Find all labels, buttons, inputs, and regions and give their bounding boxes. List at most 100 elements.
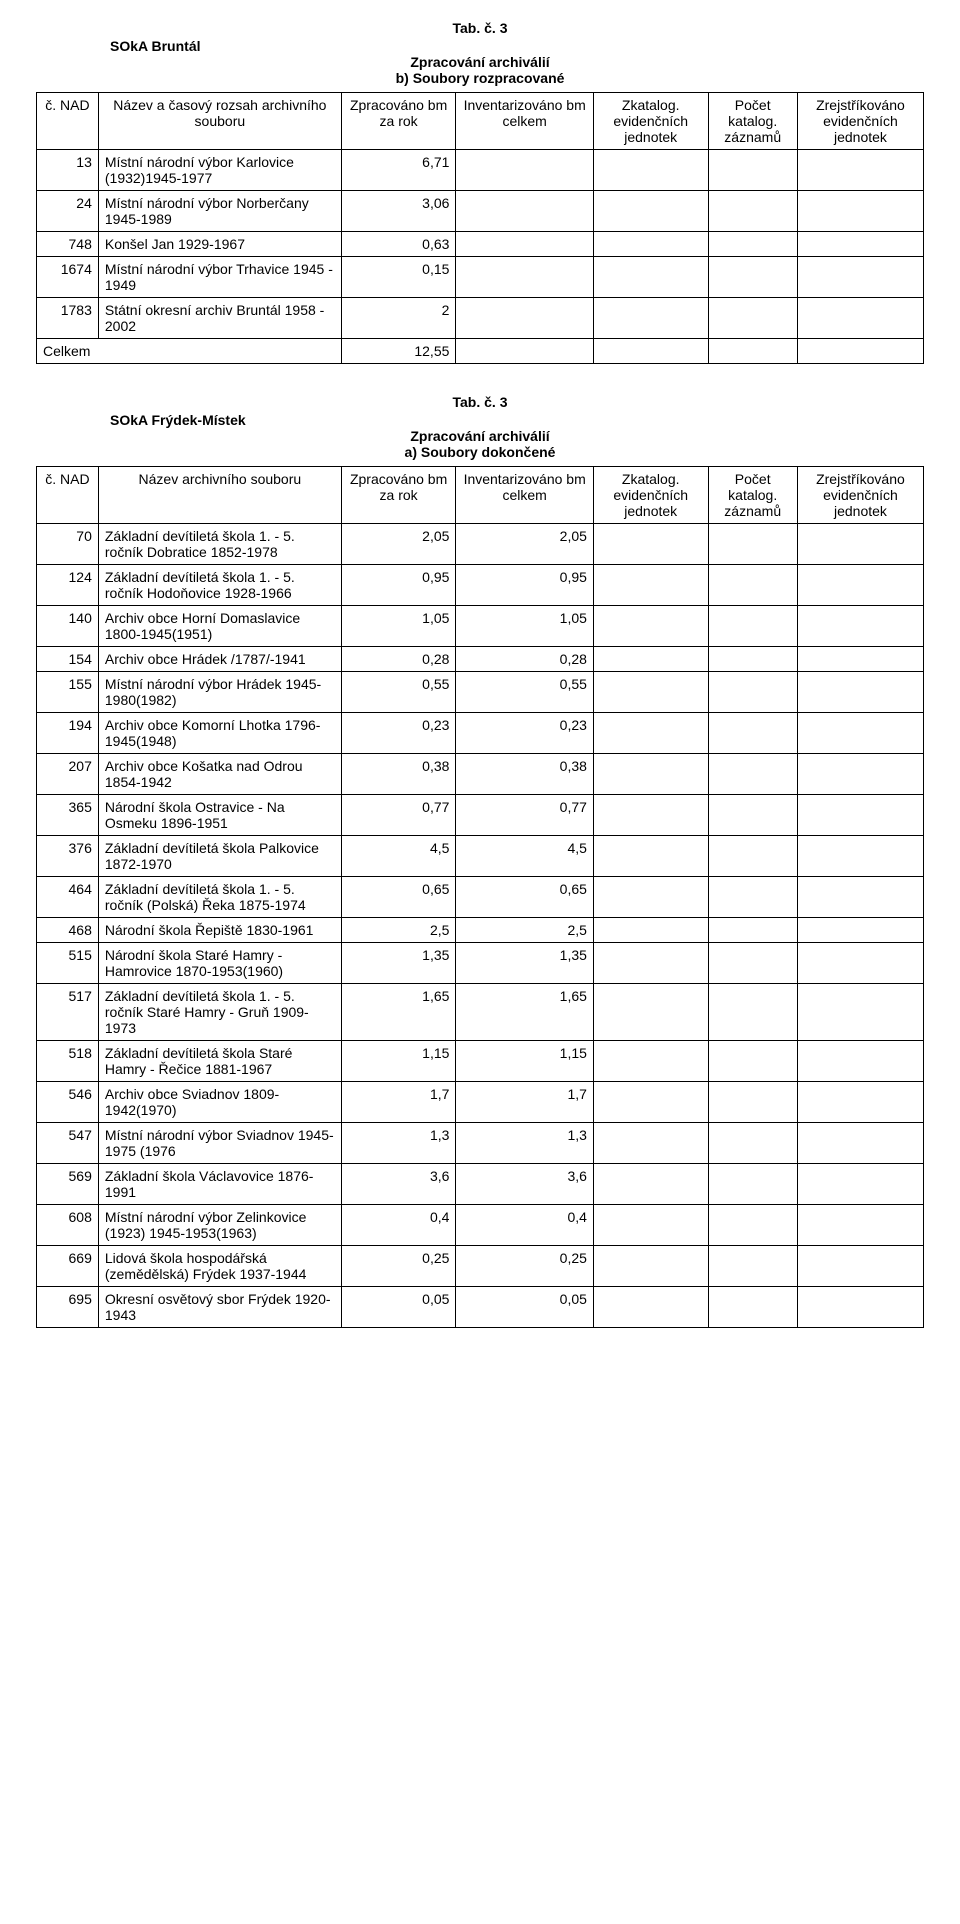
cell-inv: 0,25 <box>456 1246 594 1287</box>
cell-proc: 1,7 <box>341 1082 456 1123</box>
cell-zrej <box>797 150 923 191</box>
cell-name: Místní národní výbor Hrádek 1945-1980(19… <box>98 672 341 713</box>
cell-proc: 1,05 <box>341 606 456 647</box>
cell-inv: 0,28 <box>456 647 594 672</box>
cell-idx: 517 <box>37 984 99 1041</box>
cell-zrej <box>797 713 923 754</box>
cell-idx: 124 <box>37 565 99 606</box>
cell-idx: 515 <box>37 943 99 984</box>
cell-inv: 1,05 <box>456 606 594 647</box>
cell-zrej <box>797 984 923 1041</box>
table1-header: Tab. č. 3 SOkA Bruntál Zpracování archiv… <box>36 20 924 86</box>
cell-zkat <box>593 565 708 606</box>
table-row: 13Místní národní výbor Karlovice (1932)1… <box>37 150 924 191</box>
cell-zrej <box>797 191 923 232</box>
cell-idx: 24 <box>37 191 99 232</box>
cell-pocet <box>708 298 797 339</box>
table2-header: Tab. č. 3 SOkA Frýdek-Místek Zpracování … <box>36 394 924 460</box>
table-row: 124Základní devítiletá škola 1. - 5. roč… <box>37 565 924 606</box>
cell-pocet <box>708 1123 797 1164</box>
table-row: 515Národní škola Staré Hamry - Hamrovice… <box>37 943 924 984</box>
table-row: 1783Státní okresní archiv Bruntál 1958 -… <box>37 298 924 339</box>
cell-zkat <box>593 1246 708 1287</box>
cell-zrej <box>797 647 923 672</box>
cell-name: Archiv obce Hrádek /1787/-1941 <box>98 647 341 672</box>
cell-proc: 0,65 <box>341 877 456 918</box>
cell-idx: 154 <box>37 647 99 672</box>
cell-zkat <box>593 672 708 713</box>
table-row: 547Místní národní výbor Sviadnov 1945-19… <box>37 1123 924 1164</box>
cell-zrej <box>797 918 923 943</box>
cell-zkat <box>593 524 708 565</box>
table1-total-empty <box>708 339 797 364</box>
cell-pocet <box>708 565 797 606</box>
cell-zrej <box>797 1082 923 1123</box>
cell-zrej <box>797 754 923 795</box>
cell-zkat <box>593 257 708 298</box>
table1-th-zkat: Zkatalog. evidenčních jednotek <box>593 93 708 150</box>
cell-idx: 468 <box>37 918 99 943</box>
cell-inv: 2,05 <box>456 524 594 565</box>
cell-proc: 2 <box>341 298 456 339</box>
table-row: 376Základní devítiletá škola Palkovice 1… <box>37 836 924 877</box>
table-row: 140Archiv obce Horní Domaslavice 1800-19… <box>37 606 924 647</box>
cell-zkat <box>593 1164 708 1205</box>
cell-inv: 1,7 <box>456 1082 594 1123</box>
cell-pocet <box>708 795 797 836</box>
cell-pocet <box>708 524 797 565</box>
table1-total-empty <box>797 339 923 364</box>
cell-pocet <box>708 1041 797 1082</box>
table1-total-proc: 12,55 <box>341 339 456 364</box>
cell-proc: 0,77 <box>341 795 456 836</box>
table1-total-label: Celkem <box>37 339 342 364</box>
cell-zkat <box>593 298 708 339</box>
cell-name: Státní okresní archiv Bruntál 1958 - 200… <box>98 298 341 339</box>
cell-proc: 1,3 <box>341 1123 456 1164</box>
cell-inv: 0,65 <box>456 877 594 918</box>
cell-idx: 365 <box>37 795 99 836</box>
cell-inv: 4,5 <box>456 836 594 877</box>
cell-name: Místní národní výbor Norberčany 1945-198… <box>98 191 341 232</box>
cell-zkat <box>593 984 708 1041</box>
cell-idx: 70 <box>37 524 99 565</box>
table1-th-proc: Zpracováno bm za rok <box>341 93 456 150</box>
table-row: 468Národní škola Řepiště 1830-19612,52,5 <box>37 918 924 943</box>
cell-name: Konšel Jan 1929-1967 <box>98 232 341 257</box>
table2-th-zrej: Zrejstříkováno evidenčních jednotek <box>797 467 923 524</box>
cell-idx: 376 <box>37 836 99 877</box>
table2-th-inv: Inventarizováno bm celkem <box>456 467 594 524</box>
cell-pocet <box>708 1246 797 1287</box>
table1-total-empty <box>593 339 708 364</box>
cell-proc: 0,28 <box>341 647 456 672</box>
cell-proc: 1,65 <box>341 984 456 1041</box>
cell-proc: 0,15 <box>341 257 456 298</box>
cell-idx: 13 <box>37 150 99 191</box>
cell-pocet <box>708 918 797 943</box>
cell-idx: 547 <box>37 1123 99 1164</box>
cell-pocet <box>708 150 797 191</box>
cell-pocet <box>708 1287 797 1328</box>
table-row: 569Základní škola Václavovice 1876-19913… <box>37 1164 924 1205</box>
cell-zrej <box>797 257 923 298</box>
table-row: 546Archiv obce Sviadnov 1809-1942(1970)1… <box>37 1082 924 1123</box>
spacer <box>36 364 924 394</box>
table1-th-pocet: Počet katalog. záznamů <box>708 93 797 150</box>
cell-proc: 3,06 <box>341 191 456 232</box>
cell-inv: 2,5 <box>456 918 594 943</box>
table-row: 70Základní devítiletá škola 1. - 5. ročn… <box>37 524 924 565</box>
table-row: 1674Místní národní výbor Trhavice 1945 -… <box>37 257 924 298</box>
cell-name: Archiv obce Košatka nad Odrou 1854-1942 <box>98 754 341 795</box>
table2-th-pocet: Počet katalog. záznamů <box>708 467 797 524</box>
table2-th-proc: Zpracováno bm za rok <box>341 467 456 524</box>
cell-name: Archiv obce Sviadnov 1809-1942(1970) <box>98 1082 341 1123</box>
table1-total-row: Celkem 12,55 <box>37 339 924 364</box>
table1-th-idx: č. NAD <box>37 93 99 150</box>
cell-inv <box>456 257 594 298</box>
cell-zrej <box>797 1205 923 1246</box>
table2-header-row: č. NAD Název archivního souboru Zpracová… <box>37 467 924 524</box>
cell-proc: 0,05 <box>341 1287 456 1328</box>
table2: č. NAD Název archivního souboru Zpracová… <box>36 466 924 1328</box>
cell-inv <box>456 232 594 257</box>
cell-zrej <box>797 1164 923 1205</box>
table-row: 517Základní devítiletá škola 1. - 5. roč… <box>37 984 924 1041</box>
